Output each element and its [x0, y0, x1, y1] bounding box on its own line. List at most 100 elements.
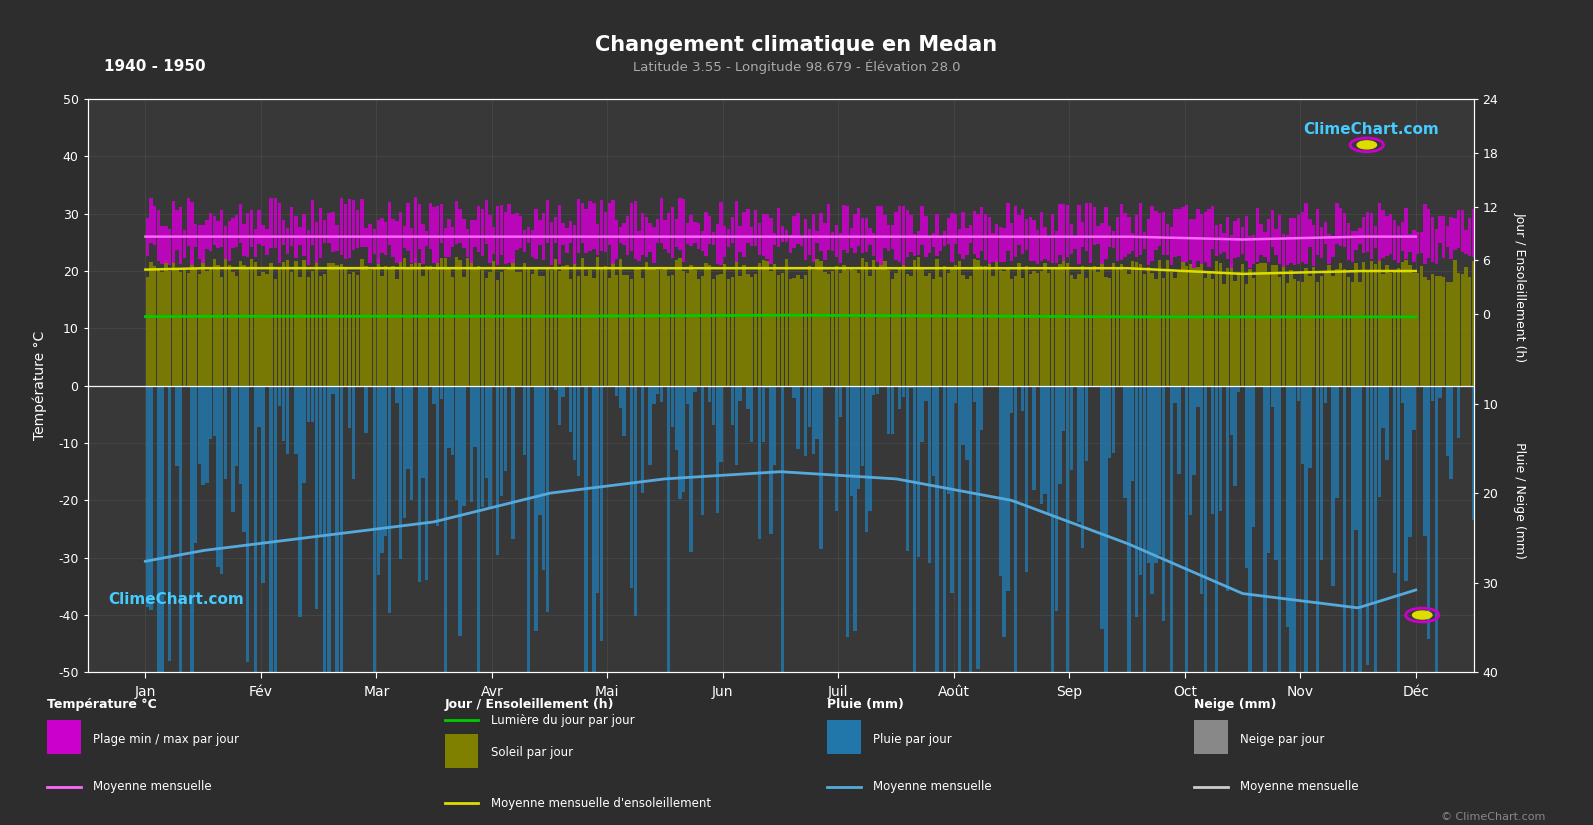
- Bar: [1244, 216, 1247, 261]
- Bar: [1233, 220, 1236, 258]
- Bar: [674, 219, 679, 247]
- Bar: [1343, 213, 1346, 247]
- Bar: [1458, 273, 1461, 386]
- Bar: [1520, 267, 1523, 386]
- Bar: [373, 269, 376, 386]
- Bar: [406, 386, 409, 469]
- Bar: [1047, 386, 1050, 514]
- Bar: [715, 386, 718, 513]
- Bar: [145, 386, 148, 607]
- FancyBboxPatch shape: [48, 720, 81, 754]
- Bar: [323, 220, 327, 243]
- Bar: [879, 205, 883, 265]
- Bar: [448, 219, 451, 257]
- Bar: [290, 207, 293, 247]
- Bar: [940, 277, 943, 386]
- Bar: [1128, 274, 1131, 386]
- Bar: [1405, 386, 1408, 581]
- Bar: [618, 227, 621, 243]
- Bar: [403, 258, 406, 386]
- Bar: [921, 205, 924, 244]
- Bar: [1408, 265, 1411, 386]
- Bar: [558, 386, 561, 425]
- Bar: [1335, 269, 1338, 386]
- Bar: [1424, 204, 1427, 264]
- Bar: [962, 275, 965, 386]
- Bar: [247, 213, 250, 257]
- Bar: [465, 229, 470, 257]
- Bar: [1294, 386, 1297, 825]
- Bar: [973, 259, 977, 386]
- Bar: [1161, 386, 1166, 620]
- Bar: [1074, 236, 1077, 249]
- Bar: [1332, 386, 1335, 586]
- Bar: [615, 386, 618, 396]
- Bar: [315, 262, 319, 386]
- Bar: [1525, 212, 1528, 261]
- Bar: [417, 205, 421, 249]
- Bar: [392, 266, 395, 386]
- Bar: [336, 386, 339, 825]
- Bar: [368, 271, 371, 386]
- Bar: [1400, 262, 1403, 386]
- Bar: [1400, 386, 1403, 403]
- Bar: [1101, 224, 1104, 264]
- Bar: [734, 262, 738, 386]
- Bar: [1128, 217, 1131, 254]
- Bar: [596, 386, 599, 593]
- Text: © ClimeChart.com: © ClimeChart.com: [1442, 813, 1545, 823]
- Bar: [534, 269, 538, 386]
- Bar: [1431, 217, 1434, 262]
- Bar: [1174, 386, 1177, 403]
- Bar: [1431, 386, 1434, 401]
- Bar: [258, 386, 261, 427]
- Bar: [167, 386, 172, 661]
- Bar: [1278, 386, 1281, 719]
- Bar: [887, 270, 890, 386]
- Bar: [1211, 386, 1214, 514]
- Bar: [198, 386, 201, 464]
- Bar: [750, 277, 753, 386]
- Bar: [178, 206, 183, 264]
- Bar: [1112, 386, 1115, 452]
- Bar: [1188, 219, 1192, 260]
- Bar: [145, 218, 148, 257]
- Bar: [250, 210, 253, 248]
- Bar: [1142, 274, 1145, 386]
- Bar: [1035, 230, 1039, 264]
- Bar: [988, 264, 991, 386]
- Bar: [459, 386, 462, 636]
- Bar: [1018, 262, 1021, 386]
- Bar: [1093, 386, 1096, 387]
- Bar: [209, 267, 212, 386]
- Bar: [1502, 210, 1505, 264]
- Bar: [954, 214, 957, 244]
- Bar: [398, 386, 403, 559]
- Bar: [1475, 264, 1478, 386]
- Bar: [319, 208, 322, 258]
- Bar: [792, 216, 796, 248]
- Bar: [777, 275, 781, 386]
- Bar: [580, 203, 585, 243]
- Bar: [577, 276, 580, 386]
- Bar: [816, 386, 819, 439]
- Bar: [1373, 264, 1376, 386]
- Bar: [910, 214, 913, 252]
- Bar: [758, 263, 761, 386]
- Bar: [1055, 386, 1058, 611]
- Bar: [704, 263, 707, 386]
- Bar: [957, 386, 961, 717]
- Bar: [761, 214, 765, 256]
- Bar: [1494, 386, 1497, 620]
- Bar: [1520, 215, 1523, 247]
- Bar: [217, 386, 220, 567]
- Bar: [1158, 213, 1161, 247]
- Bar: [436, 262, 440, 386]
- Text: Soleil par jour: Soleil par jour: [491, 747, 573, 759]
- Bar: [943, 231, 946, 246]
- Bar: [150, 262, 153, 386]
- Bar: [205, 220, 209, 249]
- Bar: [1509, 386, 1512, 545]
- Bar: [773, 233, 776, 246]
- Bar: [696, 223, 701, 248]
